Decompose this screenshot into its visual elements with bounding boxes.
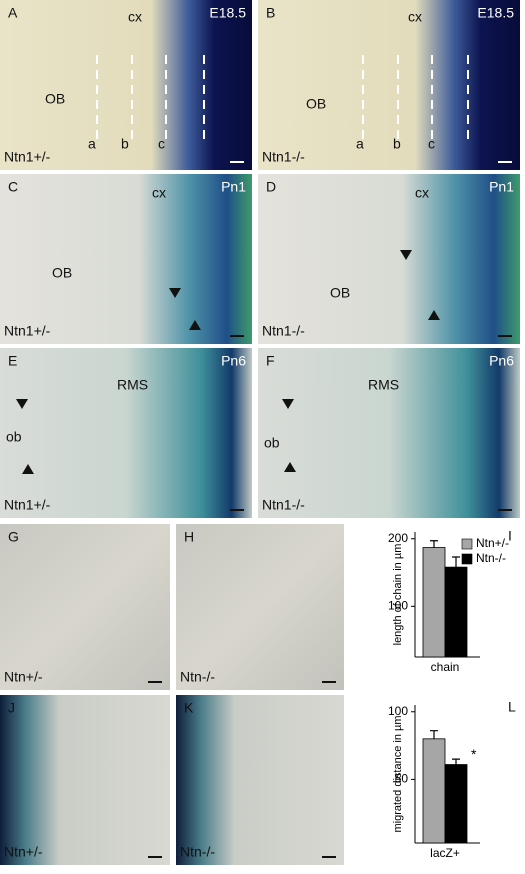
panel-letter: K <box>184 700 194 716</box>
image-panel: C Pn1 Ntn1+/- cx OB <box>0 174 252 344</box>
genotype-label: Ntn1+/- <box>4 149 51 165</box>
arrowhead <box>169 288 181 298</box>
legend-swatch <box>461 553 473 565</box>
genotype-label: Ntn+/- <box>4 844 43 860</box>
region-label: RMS <box>368 377 399 393</box>
region-label: ob <box>6 429 22 445</box>
bar <box>444 566 468 658</box>
bar <box>422 738 446 844</box>
image-panel: K Ntn-/- <box>176 695 344 865</box>
micrograph <box>258 0 520 170</box>
error-bar <box>452 758 460 765</box>
y-tick-label: 100 <box>388 704 408 718</box>
image-panel: J Ntn+/- <box>0 695 170 865</box>
region-label: b <box>121 136 129 152</box>
stage-label: Pn1 <box>489 179 514 195</box>
image-panel: E Pn6 Ntn1+/- RMS ob <box>0 348 252 518</box>
x-tick-label: lacZ+ <box>430 846 460 860</box>
panel-letter: L <box>508 699 516 715</box>
y-tick-label: 50 <box>395 772 409 786</box>
micrograph <box>0 695 170 865</box>
genotype-label: Ntn1-/- <box>262 497 305 513</box>
arrowhead <box>189 320 201 330</box>
panel-letter: E <box>8 353 17 369</box>
region-label: RMS <box>117 377 148 393</box>
micrograph <box>258 174 520 344</box>
panel-letter: J <box>8 700 15 716</box>
x-tick-label: chain <box>431 660 460 674</box>
region-label: c <box>158 136 165 152</box>
arrowhead <box>22 464 34 474</box>
bar <box>422 547 446 658</box>
region-label: c <box>428 136 435 152</box>
genotype-label: Ntn+/- <box>4 669 43 685</box>
region-label: OB <box>306 96 326 112</box>
image-panel: D Pn1 Ntn1-/- cx OB <box>258 174 520 344</box>
panel-letter: I <box>508 528 512 544</box>
y-axis-label: length of chain in µm <box>392 544 404 646</box>
panel-letter: A <box>8 5 18 21</box>
arrowhead <box>284 462 296 472</box>
micrograph <box>176 524 344 690</box>
micrograph <box>0 0 252 170</box>
image-panel: H Ntn-/- <box>176 524 344 690</box>
region-label: a <box>356 136 364 152</box>
region-label: OB <box>45 91 65 107</box>
y-axis-label: migrated distance in µm <box>392 716 404 833</box>
region-label: OB <box>330 285 350 301</box>
stage-label: E18.5 <box>209 5 246 21</box>
genotype-label: Ntn-/- <box>180 669 215 685</box>
region-label: a <box>88 136 96 152</box>
genotype-label: Ntn1+/- <box>4 497 51 513</box>
genotype-label: Ntn1-/- <box>262 323 305 339</box>
legend-swatch <box>461 538 473 550</box>
legend-label: Ntn-/- <box>476 551 506 565</box>
panel-letter: B <box>266 5 275 21</box>
panel-letter: C <box>8 179 18 195</box>
region-label: cx <box>152 185 166 201</box>
image-panel: G Ntn+/- <box>0 524 170 690</box>
panel-letter: G <box>8 529 19 545</box>
y-tick-label: 100 <box>388 598 408 612</box>
y-tick-label: 200 <box>388 531 408 545</box>
micrograph <box>258 348 520 518</box>
region-label: OB <box>52 265 72 281</box>
stage-label: Pn6 <box>489 353 514 369</box>
stage-label: Pn6 <box>221 353 246 369</box>
image-panel: F Pn6 Ntn1-/- RMS ob <box>258 348 520 518</box>
micrograph <box>176 695 344 865</box>
image-panel: A E18.5 Ntn1+/- cx OB a b c <box>0 0 252 170</box>
stage-label: Pn1 <box>221 179 246 195</box>
micrograph <box>0 174 252 344</box>
micrograph <box>0 348 252 518</box>
panel-letter: D <box>266 179 276 195</box>
arrowhead <box>400 250 412 260</box>
region-label: b <box>393 136 401 152</box>
error-bar <box>452 556 460 568</box>
region-label: cx <box>128 9 142 25</box>
arrowhead <box>428 310 440 320</box>
panel-letter: H <box>184 529 194 545</box>
error-bar <box>430 540 438 548</box>
legend-label: Ntn+/- <box>476 536 509 550</box>
stage-label: E18.5 <box>477 5 514 21</box>
arrowhead <box>282 399 294 409</box>
region-label: cx <box>415 185 429 201</box>
region-label: cx <box>408 9 422 25</box>
panel-letter: F <box>266 353 275 369</box>
bar <box>444 764 468 844</box>
genotype-label: Ntn-/- <box>180 844 215 860</box>
arrowhead <box>16 399 28 409</box>
genotype-label: Ntn1-/- <box>262 149 305 165</box>
image-panel: B E18.5 Ntn1-/- cx OB a b c <box>258 0 520 170</box>
significance-mark: * <box>471 746 477 762</box>
micrograph <box>0 524 170 690</box>
genotype-label: Ntn1+/- <box>4 323 51 339</box>
error-bar <box>430 730 438 739</box>
region-label: ob <box>264 435 280 451</box>
